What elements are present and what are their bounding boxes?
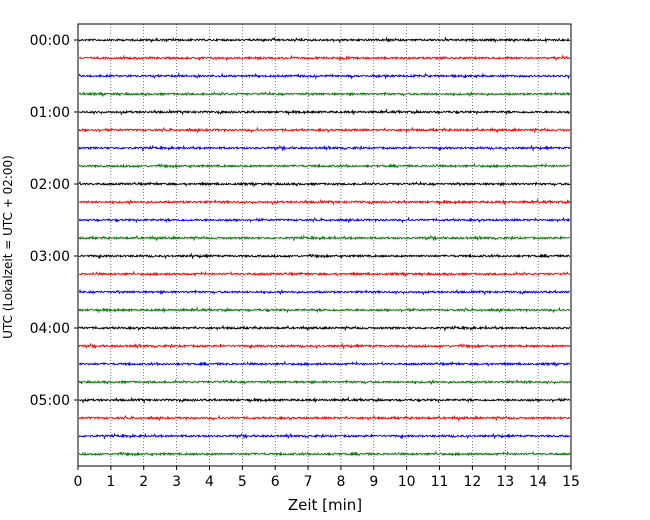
x-tick-label: 6: [271, 474, 280, 490]
plot-frame: [77, 23, 572, 467]
seismic-trace: [78, 90, 571, 98]
x-tick-label: 2: [139, 474, 148, 490]
y-tick-label: 05:00: [30, 393, 70, 409]
seismic-trace: [78, 72, 571, 80]
x-tick-label: 14: [529, 474, 547, 490]
seismic-trace: [78, 378, 571, 386]
x-tick-label: 10: [398, 474, 416, 490]
x-tick-label: 3: [172, 474, 181, 490]
y-tick-label: 03:00: [30, 249, 70, 265]
y-tick-label: 04:00: [30, 321, 70, 337]
x-tick-label: 12: [463, 474, 481, 490]
seismic-trace: [79, 270, 571, 278]
seismic-trace: [78, 126, 570, 134]
seismic-trace: [78, 396, 571, 404]
seismic-trace: [78, 234, 571, 242]
seismic-trace: [78, 324, 571, 332]
x-axis-ticks: 0 1 2 3 4 5 6 7 8 9 10 11 12 13 14 15: [74, 466, 580, 490]
seismic-trace: [78, 288, 570, 296]
x-tick-label: 13: [496, 474, 514, 490]
x-tick-label: 0: [74, 474, 83, 490]
seismic-trace: [78, 144, 571, 152]
x-tick-label: 5: [238, 474, 247, 490]
seismic-trace: [78, 198, 571, 206]
x-tick-label: 1: [106, 474, 115, 490]
seismic-trace: [78, 54, 571, 62]
x-tick-label: 11: [431, 474, 449, 490]
seismic-trace: [78, 360, 571, 368]
y-tick-label: 02:00: [30, 177, 70, 193]
seismic-trace: [78, 306, 571, 314]
seismic-trace: [78, 252, 571, 260]
seismic-trace: [78, 432, 571, 440]
y-axis-label: UTC (Lokalzeit = UTC + 02:00): [1, 155, 15, 339]
x-tick-label: 8: [336, 474, 345, 490]
seismic-trace: [78, 342, 571, 350]
seismic-trace: [78, 36, 570, 44]
x-tick-label: 9: [369, 474, 378, 490]
x-tick-label: 4: [205, 474, 214, 490]
seismic-traces: [78, 36, 571, 457]
seismic-trace: [78, 414, 571, 422]
y-axis-ticks: 00:00 01:00 02:00 03:00 04:00 05:00: [30, 33, 78, 409]
y-tick-label: 00:00: [30, 33, 70, 49]
seismic-trace: [78, 450, 571, 457]
x-axis-label: Zeit [min]: [288, 496, 362, 514]
x-tick-label: 15: [562, 474, 580, 490]
seismic-trace: [78, 180, 571, 188]
seismic-trace: [78, 162, 571, 169]
seismic-trace: [78, 108, 571, 116]
x-tick-label: 7: [304, 474, 313, 490]
seismic-trace: [78, 216, 571, 224]
y-tick-label: 01:00: [30, 105, 70, 121]
